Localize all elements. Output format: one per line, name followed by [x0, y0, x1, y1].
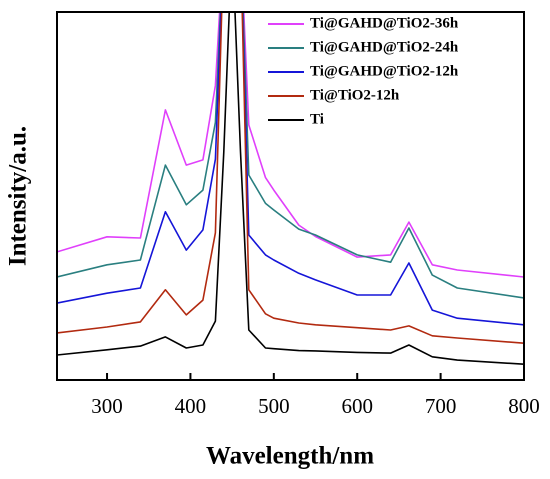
x-tick-label: 300: [91, 394, 123, 418]
series-line: [57, 12, 524, 365]
legend-label: Ti@GAHD@TiO2-24h: [310, 39, 459, 55]
x-tick-label: 700: [425, 394, 457, 418]
series-line: [57, 12, 524, 326]
y-axis-label: Intensity/a.u.: [5, 126, 32, 266]
x-tick-label: 500: [258, 394, 290, 418]
x-axis-label: Wavelength/nm: [206, 443, 374, 470]
legend-label: Ti: [310, 111, 324, 127]
legend-label: Ti@GAHD@TiO2-12h: [310, 63, 459, 79]
series-line: [57, 12, 524, 344]
legend-label: Ti@TiO2-12h: [310, 87, 400, 103]
legend-label: Ti@GAHD@TiO2-36h: [310, 15, 459, 31]
x-tick-label: 400: [175, 394, 207, 418]
series-line: [57, 12, 524, 278]
series-line: [57, 12, 524, 299]
x-tick-label: 600: [341, 394, 373, 418]
plot-area: [57, 12, 524, 365]
x-tick-label: 800: [508, 394, 540, 418]
frame: [56, 11, 525, 381]
